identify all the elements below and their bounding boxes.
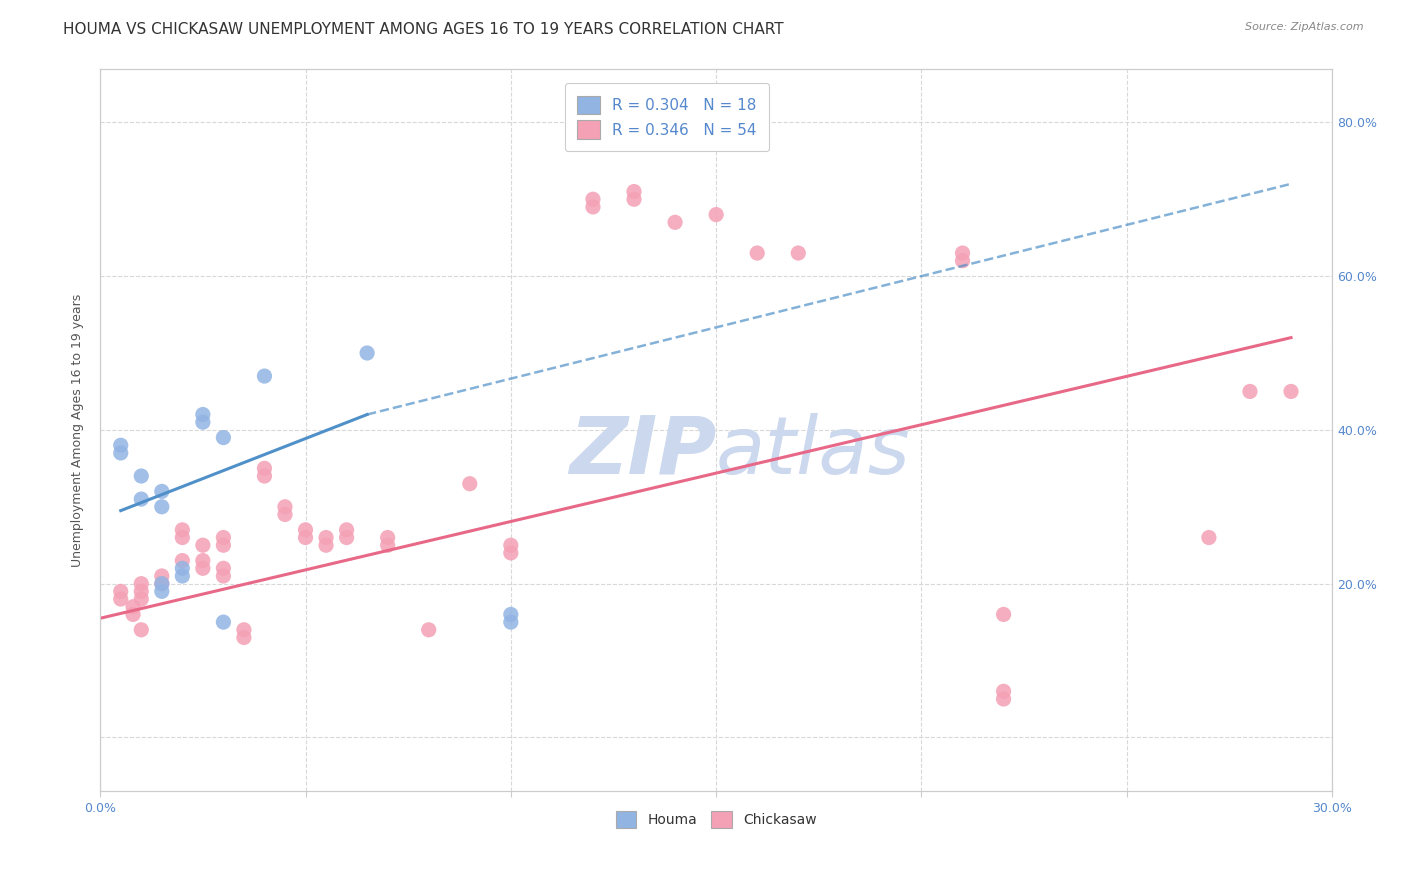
Point bbox=[499, 607, 522, 622]
Point bbox=[129, 623, 152, 637]
Point bbox=[191, 561, 214, 575]
Point bbox=[129, 469, 152, 483]
Point bbox=[129, 584, 152, 599]
Point bbox=[172, 531, 194, 545]
Point bbox=[110, 592, 132, 607]
Point bbox=[232, 623, 254, 637]
Point bbox=[191, 538, 214, 552]
Point bbox=[1198, 531, 1220, 545]
Point bbox=[315, 531, 337, 545]
Point bbox=[294, 531, 316, 545]
Point bbox=[110, 446, 132, 460]
Point bbox=[253, 461, 276, 475]
Point bbox=[110, 584, 132, 599]
Point bbox=[623, 185, 645, 199]
Point bbox=[232, 631, 254, 645]
Point bbox=[664, 215, 686, 229]
Point bbox=[704, 208, 727, 222]
Text: Source: ZipAtlas.com: Source: ZipAtlas.com bbox=[1246, 22, 1364, 32]
Point bbox=[172, 553, 194, 567]
Point bbox=[191, 408, 214, 422]
Point bbox=[150, 576, 173, 591]
Point bbox=[582, 192, 605, 206]
Point bbox=[253, 369, 276, 384]
Legend: Houma, Chickasaw: Houma, Chickasaw bbox=[609, 804, 824, 835]
Point bbox=[1239, 384, 1261, 399]
Point bbox=[582, 200, 605, 214]
Point bbox=[172, 523, 194, 537]
Point bbox=[336, 523, 359, 537]
Point bbox=[458, 476, 481, 491]
Point bbox=[294, 523, 316, 537]
Point bbox=[172, 569, 194, 583]
Point bbox=[212, 531, 235, 545]
Point bbox=[212, 431, 235, 445]
Point bbox=[110, 438, 132, 452]
Point bbox=[623, 192, 645, 206]
Point bbox=[993, 692, 1015, 706]
Point bbox=[212, 561, 235, 575]
Point bbox=[499, 546, 522, 560]
Point bbox=[172, 561, 194, 575]
Point bbox=[499, 538, 522, 552]
Point bbox=[336, 531, 359, 545]
Point bbox=[356, 346, 378, 360]
Point bbox=[952, 246, 974, 260]
Text: HOUMA VS CHICKASAW UNEMPLOYMENT AMONG AGES 16 TO 19 YEARS CORRELATION CHART: HOUMA VS CHICKASAW UNEMPLOYMENT AMONG AG… bbox=[63, 22, 785, 37]
Point bbox=[952, 253, 974, 268]
Point bbox=[122, 607, 145, 622]
Point bbox=[129, 576, 152, 591]
Point bbox=[191, 553, 214, 567]
Point bbox=[315, 538, 337, 552]
Point bbox=[129, 492, 152, 507]
Point bbox=[787, 246, 810, 260]
Point bbox=[274, 508, 297, 522]
Point bbox=[274, 500, 297, 514]
Point bbox=[253, 469, 276, 483]
Point bbox=[191, 415, 214, 429]
Point bbox=[150, 500, 173, 514]
Point bbox=[150, 569, 173, 583]
Point bbox=[212, 615, 235, 629]
Point bbox=[1279, 384, 1302, 399]
Point bbox=[993, 607, 1015, 622]
Point bbox=[747, 246, 769, 260]
Point bbox=[150, 576, 173, 591]
Text: ZIP: ZIP bbox=[569, 413, 716, 491]
Point bbox=[122, 599, 145, 614]
Point bbox=[499, 615, 522, 629]
Point bbox=[212, 538, 235, 552]
Text: atlas: atlas bbox=[716, 413, 911, 491]
Point bbox=[150, 484, 173, 499]
Point bbox=[377, 538, 399, 552]
Point bbox=[377, 531, 399, 545]
Point bbox=[129, 592, 152, 607]
Point bbox=[150, 584, 173, 599]
Point bbox=[993, 684, 1015, 698]
Y-axis label: Unemployment Among Ages 16 to 19 years: Unemployment Among Ages 16 to 19 years bbox=[72, 293, 84, 566]
Point bbox=[418, 623, 440, 637]
Point bbox=[212, 569, 235, 583]
